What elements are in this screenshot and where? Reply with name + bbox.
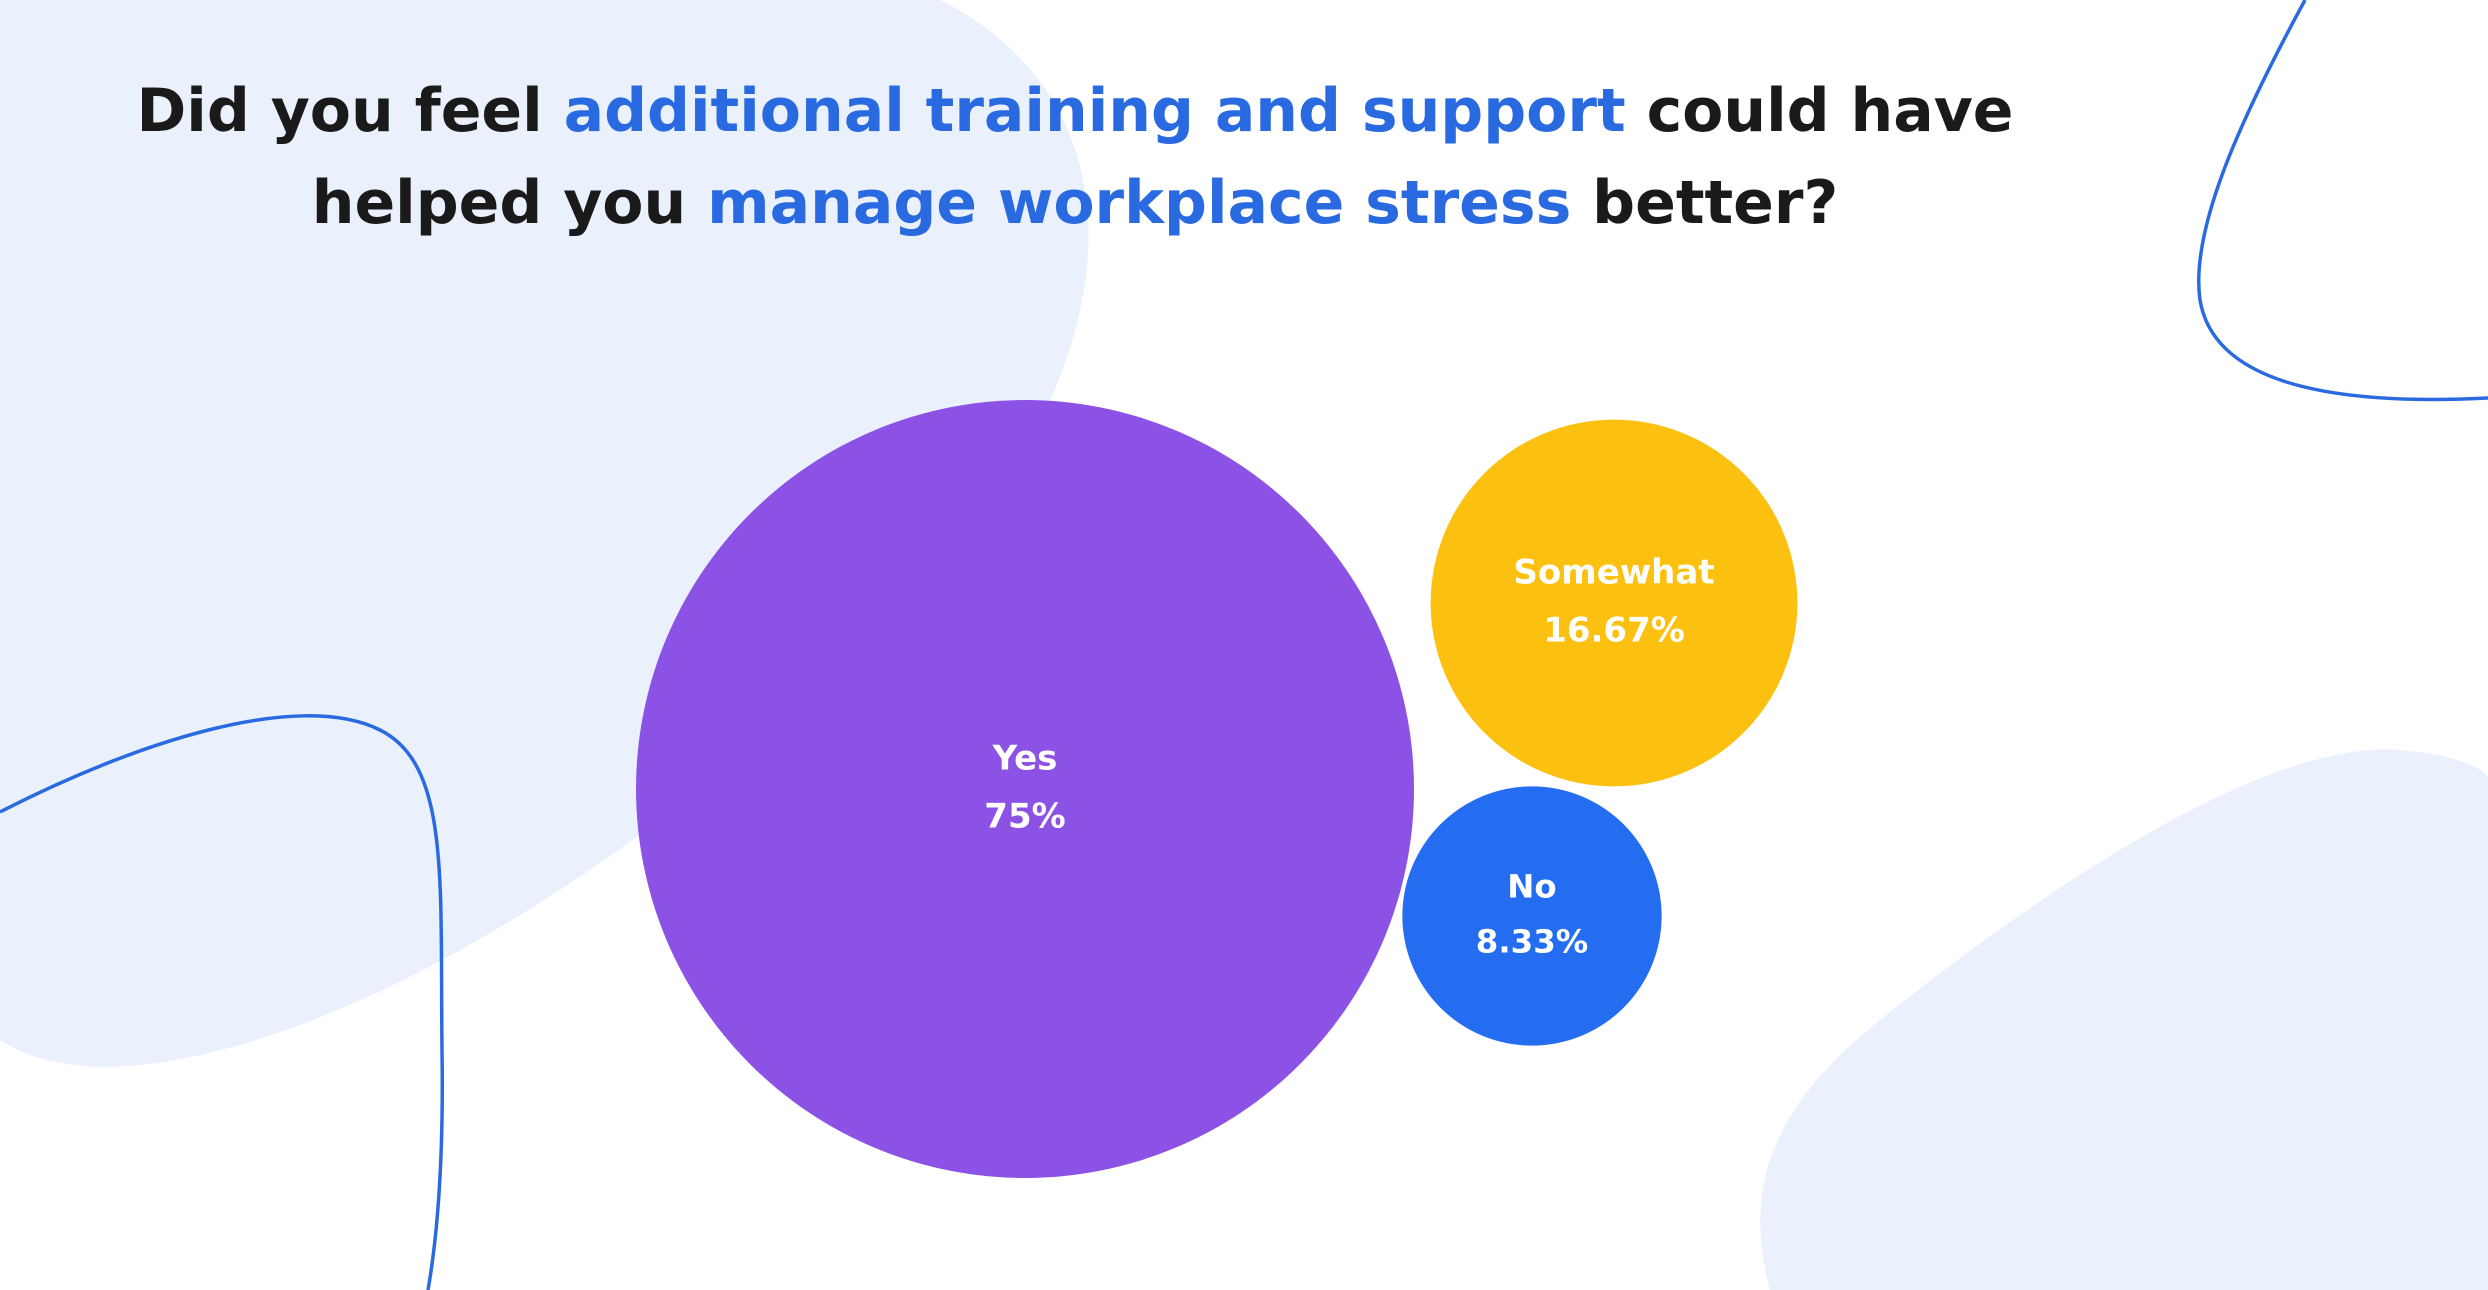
chart-title: Did you feel additional training and sup… xyxy=(136,76,2013,238)
background-blob xyxy=(1760,749,2488,1290)
title-line: Did you feel additional training and sup… xyxy=(136,76,2013,146)
decorative-line xyxy=(2197,0,2488,402)
bubble-category-label: Somewhat xyxy=(1513,553,1714,593)
title-text: Did you feel xyxy=(136,76,542,146)
decorative-line xyxy=(0,714,445,1290)
title-highlight: manage workplace stress xyxy=(707,168,1571,238)
title-line: helped you manage workplace stress bette… xyxy=(312,168,1839,238)
bubble xyxy=(1402,786,1662,1046)
bubble xyxy=(1430,419,1798,787)
title-highlight: additional training and support xyxy=(564,76,1626,146)
plot-area: Yes 75% Somewhat 16.67% No 8.33% xyxy=(636,400,1798,1178)
bubble-value-label: 8.33% xyxy=(1476,923,1588,961)
title-text: helped you xyxy=(312,168,687,238)
background-blob xyxy=(0,0,1089,1067)
bubble-value-label: 16.67% xyxy=(1543,610,1685,650)
bubble-value-label: 75% xyxy=(984,796,1065,836)
bubble-category-label: Yes xyxy=(992,739,1058,779)
bubble-category-label: No xyxy=(1507,867,1556,905)
bubble xyxy=(636,400,1414,1178)
title-text: better? xyxy=(1592,168,1838,238)
title-text: could have xyxy=(1647,76,2014,146)
